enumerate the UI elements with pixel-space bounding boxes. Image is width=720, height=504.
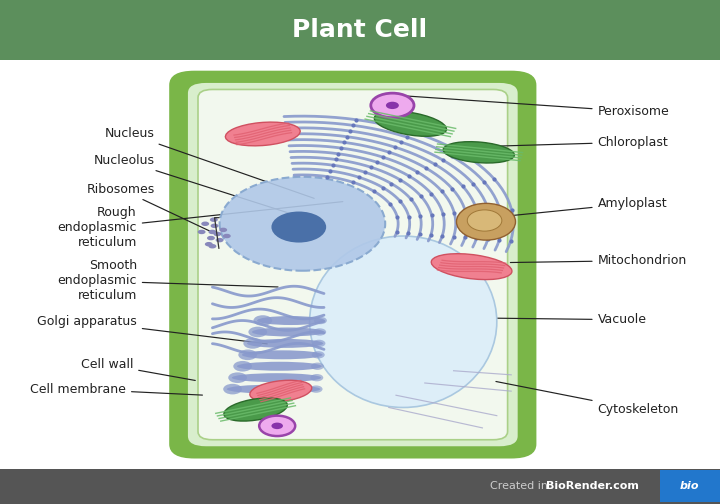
- Ellipse shape: [467, 210, 502, 231]
- Circle shape: [210, 224, 219, 228]
- Text: Nucleolus: Nucleolus: [94, 154, 307, 219]
- Circle shape: [213, 232, 222, 236]
- Circle shape: [243, 338, 262, 349]
- Circle shape: [259, 416, 295, 436]
- Text: BioRender.com: BioRender.com: [546, 481, 639, 491]
- Ellipse shape: [310, 236, 497, 407]
- Circle shape: [371, 93, 414, 117]
- Ellipse shape: [456, 204, 516, 240]
- Ellipse shape: [237, 362, 322, 371]
- Circle shape: [220, 177, 385, 271]
- Circle shape: [209, 230, 216, 234]
- Text: Amyloplast: Amyloplast: [514, 197, 667, 215]
- Ellipse shape: [444, 142, 514, 163]
- Circle shape: [312, 351, 325, 358]
- Text: Ribosomes: Ribosomes: [86, 182, 214, 233]
- Ellipse shape: [232, 373, 321, 382]
- Ellipse shape: [224, 398, 287, 421]
- Ellipse shape: [242, 350, 323, 359]
- Text: Cytoskeleton: Cytoskeleton: [496, 382, 679, 416]
- Text: Nucleus: Nucleus: [105, 128, 314, 199]
- Circle shape: [197, 230, 206, 234]
- Ellipse shape: [227, 385, 320, 394]
- Circle shape: [386, 102, 399, 109]
- FancyBboxPatch shape: [198, 90, 508, 439]
- Circle shape: [310, 374, 323, 382]
- Circle shape: [219, 228, 228, 232]
- Ellipse shape: [247, 339, 323, 348]
- Text: Vacuole: Vacuole: [456, 313, 647, 326]
- Text: Plant Cell: Plant Cell: [292, 18, 428, 42]
- Ellipse shape: [257, 316, 325, 325]
- Circle shape: [233, 361, 252, 371]
- Circle shape: [312, 340, 325, 347]
- Ellipse shape: [252, 328, 324, 337]
- Circle shape: [314, 317, 327, 324]
- Circle shape: [311, 362, 324, 370]
- Circle shape: [210, 217, 218, 222]
- Circle shape: [228, 372, 247, 383]
- Text: Created in: Created in: [490, 481, 551, 491]
- Circle shape: [238, 349, 257, 360]
- Circle shape: [271, 212, 326, 242]
- Circle shape: [271, 422, 283, 429]
- FancyBboxPatch shape: [188, 83, 518, 446]
- Circle shape: [202, 222, 210, 226]
- Text: Chloroplast: Chloroplast: [496, 136, 668, 149]
- Circle shape: [216, 238, 223, 242]
- Ellipse shape: [431, 254, 512, 280]
- Circle shape: [207, 236, 215, 240]
- Text: Peroxisome: Peroxisome: [397, 95, 670, 118]
- Circle shape: [223, 384, 242, 395]
- Text: Cell wall: Cell wall: [81, 358, 195, 381]
- Bar: [660, 471, 720, 502]
- Text: Cell membrane: Cell membrane: [30, 383, 202, 396]
- Text: Golgi apparatus: Golgi apparatus: [37, 316, 267, 344]
- Circle shape: [223, 234, 231, 238]
- Text: Smooth
endoplasmic
reticulum: Smooth endoplasmic reticulum: [58, 260, 278, 302]
- Circle shape: [313, 328, 326, 336]
- Text: Rough
endoplasmic
reticulum: Rough endoplasmic reticulum: [58, 202, 343, 249]
- Text: bio: bio: [680, 481, 700, 491]
- Ellipse shape: [250, 380, 312, 402]
- Circle shape: [204, 242, 213, 246]
- Circle shape: [248, 327, 267, 337]
- Ellipse shape: [225, 122, 300, 146]
- Ellipse shape: [374, 111, 446, 136]
- Text: Mitochondrion: Mitochondrion: [510, 254, 687, 267]
- Circle shape: [253, 315, 272, 326]
- Circle shape: [209, 244, 216, 248]
- Circle shape: [310, 386, 323, 393]
- FancyBboxPatch shape: [169, 71, 536, 459]
